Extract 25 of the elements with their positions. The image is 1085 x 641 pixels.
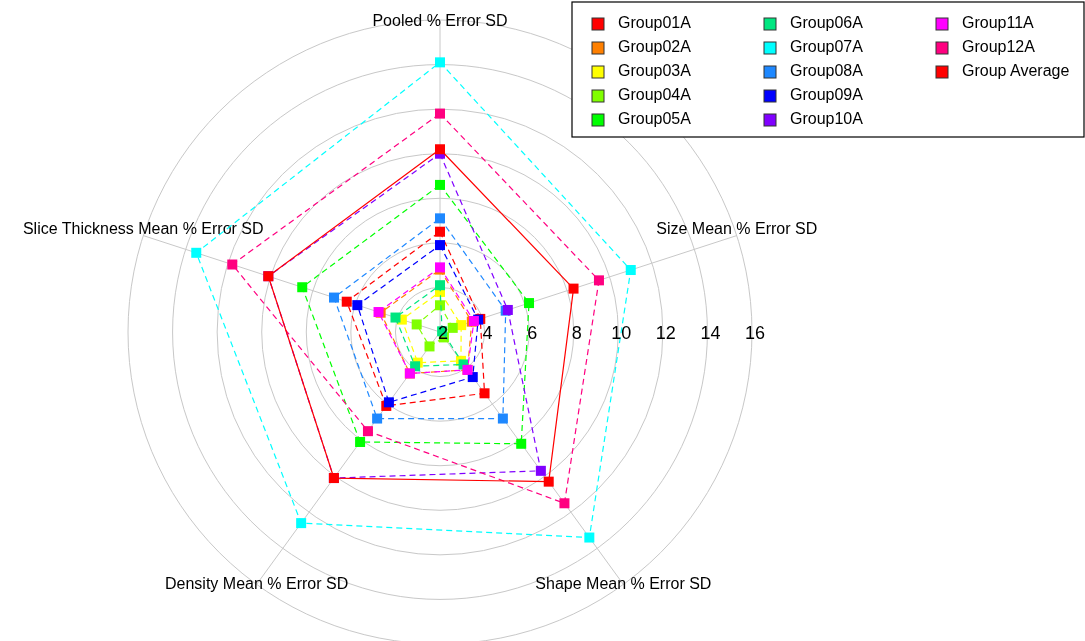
legend-label: Group Average	[962, 62, 1070, 80]
spoke-label: Density Mean % Error SD	[165, 574, 349, 592]
y-tick-label: 4	[482, 322, 493, 343]
spoke-label: Size Mean % Error SD	[656, 219, 818, 237]
spoke-label: Shape Mean % Error SD	[535, 574, 712, 592]
y-tick-label: 16	[744, 322, 766, 343]
legend-label: Group08A	[790, 62, 864, 80]
spoke-label: Pooled % Error SD	[372, 12, 508, 30]
legend-label: Group11A	[962, 14, 1035, 32]
y-tick-label: 8	[571, 322, 582, 343]
legend-label: Group02A	[618, 38, 692, 56]
legend-label: Group09A	[790, 86, 864, 104]
legend-label: Group10A	[790, 110, 864, 128]
legend-label: Group01A	[618, 14, 692, 32]
y-tick-label: 12	[655, 322, 676, 343]
legend-label: Group07A	[790, 38, 864, 56]
legend-label: Group04A	[618, 86, 692, 104]
legend-label: Group05A	[618, 110, 692, 128]
legend-label: Group03A	[618, 62, 692, 80]
legend-label: Group06A	[790, 14, 864, 32]
legend-label: Group12A	[962, 38, 1036, 56]
y-tick-label: 14	[700, 322, 721, 343]
y-tick-label: 6	[527, 322, 538, 343]
y-tick-label: 10	[611, 322, 632, 343]
spoke-label: Slice Thickness Mean % Error SD	[22, 219, 264, 237]
